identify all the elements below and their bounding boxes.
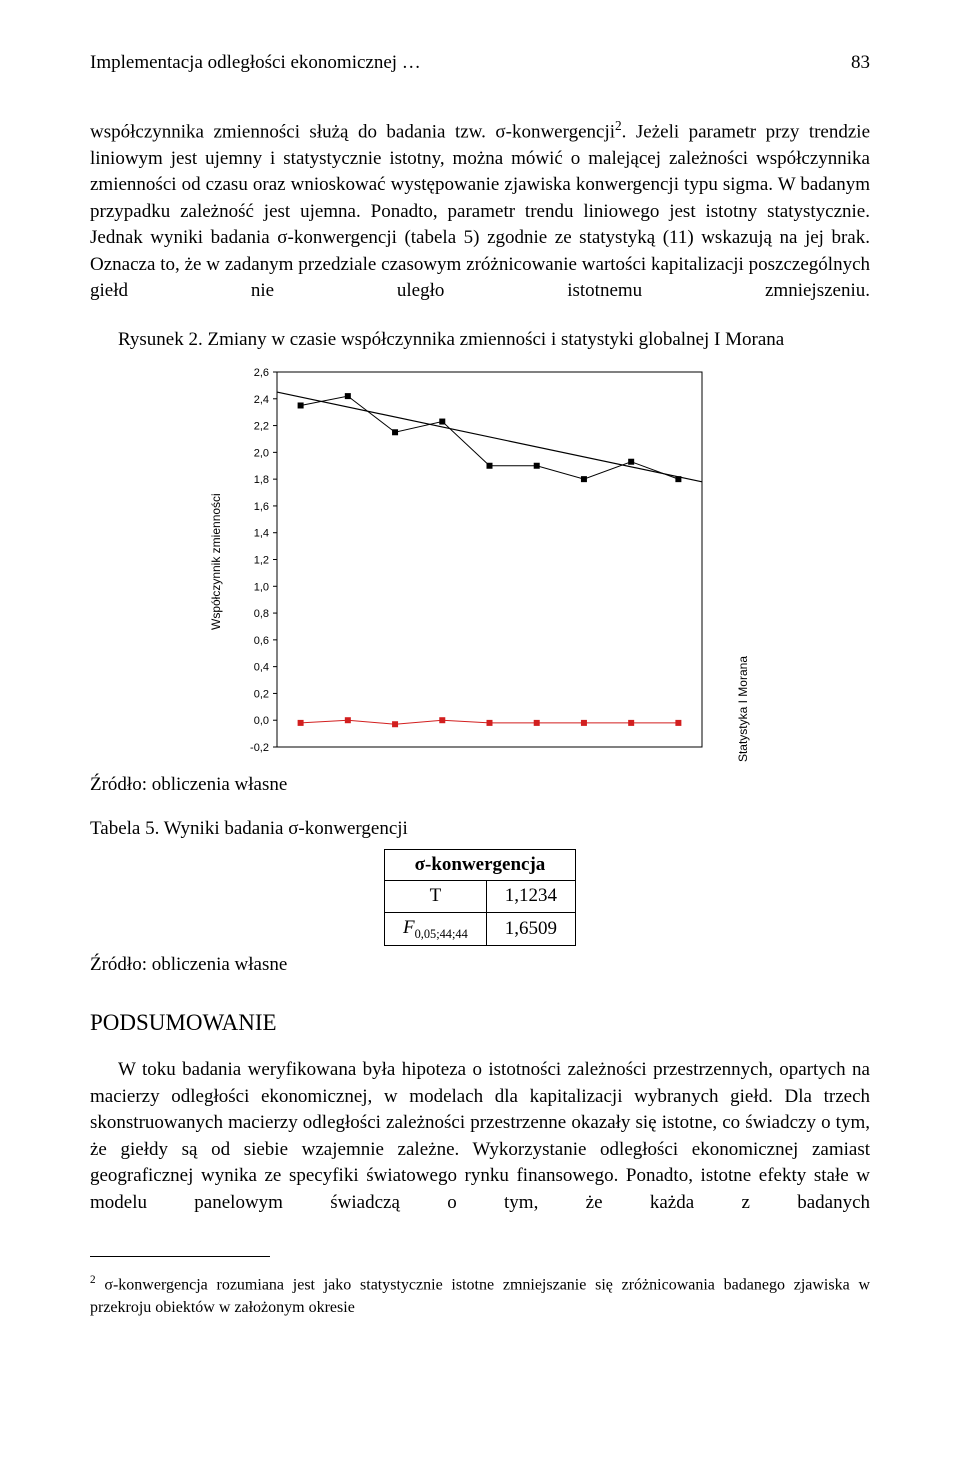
chart-svg: -0,2 0,0 0,2 0,4 0,6 0,8 1,0 1,2 1,4 1,6 1,8 2,0 2,2… [225, 362, 735, 762]
svg-text:2,0: 2,0 [254, 447, 269, 459]
table-header: σ-konwergencja [384, 849, 575, 881]
svg-text:-0,2: -0,2 [250, 742, 269, 754]
table-cell: F0,05;44;44 [384, 913, 486, 946]
svg-text:0,8: 0,8 [254, 608, 269, 620]
section-heading: PODSUMOWANIE [90, 1007, 870, 1039]
svg-text:0,0: 0,0 [254, 715, 269, 727]
y-axis-label-right: Statystyka I Morana [735, 656, 755, 762]
svg-text:1,4: 1,4 [254, 527, 269, 539]
sigma-table: σ-konwergencja T 1,1234 F0,05;44;44 1,65… [384, 849, 576, 946]
svg-text:2,2: 2,2 [254, 420, 269, 432]
table-wrap: σ-konwergencja T 1,1234 F0,05;44;44 1,65… [90, 849, 870, 946]
table-caption: Tabela 5. Wyniki badania σ-konwergencji [90, 816, 870, 843]
svg-text:0,4: 0,4 [254, 661, 269, 673]
chart-container: Współczynnik zmienności -0,2 0,0 0,2 0,4 0,6… [205, 362, 755, 762]
figure-source: Źródło: obliczenia własne [90, 772, 870, 799]
svg-text:0,6: 0,6 [254, 635, 269, 647]
table-row: T 1,1234 [384, 881, 575, 913]
svg-text:2,4: 2,4 [254, 393, 269, 405]
table-cell: T [384, 881, 486, 913]
table-cell: 1,6509 [486, 913, 575, 946]
footnote-rule [90, 1256, 270, 1257]
paragraph-2: W toku badania weryfikowana była hipotez… [90, 1057, 870, 1217]
y-axis-label-left: Współczynnik zmienności [205, 362, 225, 762]
footnote: 2 σ-konwergencja rozumiana jest jako sta… [90, 1273, 870, 1319]
table-row: F0,05;44;44 1,6509 [384, 913, 575, 946]
running-title: Implementacja odległości ekonomicznej … [90, 50, 421, 77]
running-header: Implementacja odległości ekonomicznej … … [90, 50, 870, 77]
svg-text:1,0: 1,0 [254, 581, 269, 593]
svg-text:1,8: 1,8 [254, 474, 269, 486]
svg-text:0,2: 0,2 [254, 688, 269, 700]
svg-text:2,6: 2,6 [254, 367, 269, 379]
table-source: Źródło: obliczenia własne [90, 952, 870, 979]
table-cell: 1,1234 [486, 881, 575, 913]
svg-text:1,2: 1,2 [254, 554, 269, 566]
figure-caption: Rysunek 2. Zmiany w czasie współczynnika… [90, 327, 870, 354]
page-number: 83 [851, 50, 870, 77]
table-row: σ-konwergencja [384, 849, 575, 881]
svg-text:1,6: 1,6 [254, 501, 269, 513]
paragraph-1: współczynnika zmienności służą do badani… [90, 117, 870, 305]
